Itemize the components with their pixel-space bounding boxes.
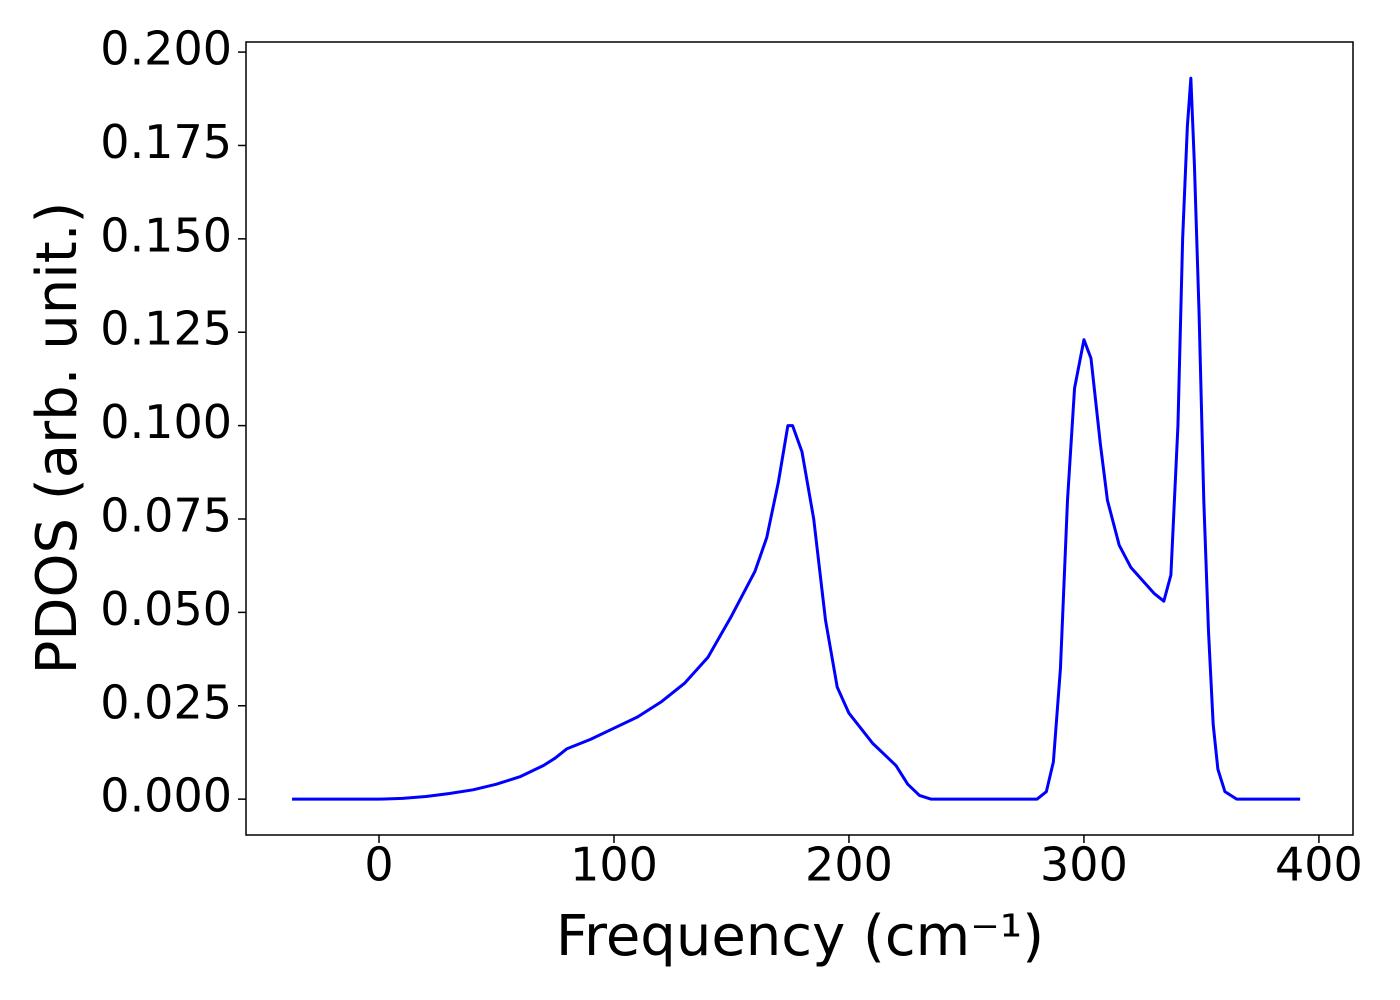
x-tick-label: 300 xyxy=(1040,838,1128,892)
x-tick-label: 400 xyxy=(1275,838,1363,892)
x-tick-label: 200 xyxy=(805,838,893,892)
y-tick-label: 0.150 xyxy=(100,208,232,262)
y-tick-label: 0.000 xyxy=(100,769,232,823)
y-axis-label: PDOS (arb. unit.) xyxy=(25,202,90,675)
y-tick-label: 0.050 xyxy=(100,582,232,636)
y-tick-label: 0.025 xyxy=(100,675,232,729)
y-tick-label: 0.125 xyxy=(100,302,232,356)
plot-frame xyxy=(245,41,1354,836)
x-tick-label: 100 xyxy=(570,838,658,892)
y-tick-label: 0.200 xyxy=(100,22,232,76)
y-tick-label: 0.075 xyxy=(100,488,232,542)
x-axis-label: Frequency (cm⁻¹) xyxy=(556,904,1044,969)
line xyxy=(292,76,1301,801)
x-tick-label: 0 xyxy=(364,838,393,892)
y-tick-label: 0.175 xyxy=(100,115,232,169)
y-tick-label: 0.100 xyxy=(100,395,232,449)
